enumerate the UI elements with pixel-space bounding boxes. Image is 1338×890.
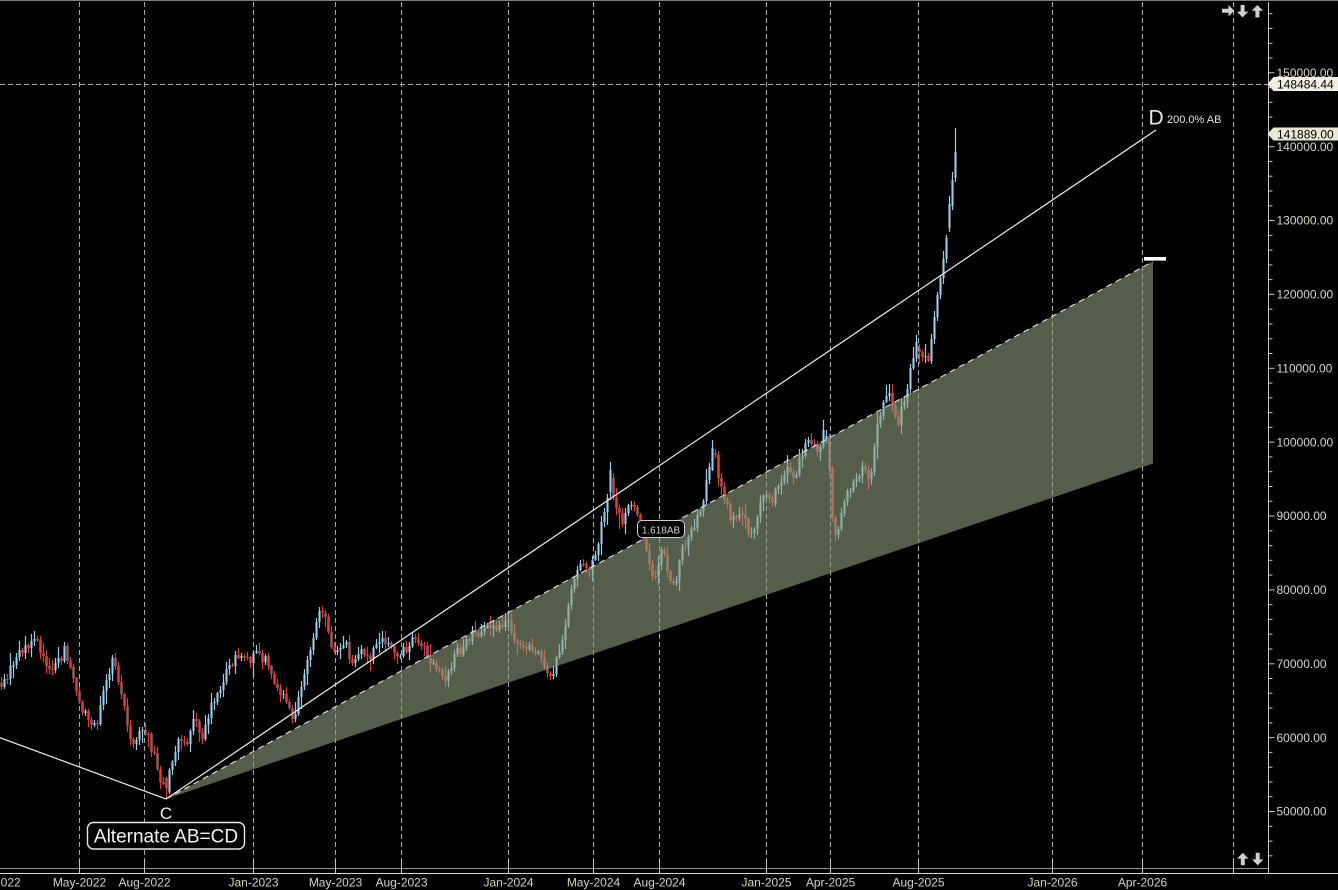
svg-text:148484.44: 148484.44 — [1277, 78, 1334, 92]
svg-text:90000.00: 90000.00 — [1277, 509, 1327, 523]
svg-text:Aug-2024: Aug-2024 — [633, 876, 685, 890]
svg-text:1.618AB: 1.618AB — [642, 525, 681, 536]
svg-text:D: D — [1149, 107, 1164, 130]
svg-text:Aug-2025: Aug-2025 — [892, 876, 944, 890]
svg-text:Jan-2023: Jan-2023 — [228, 876, 278, 890]
svg-text:141889.00: 141889.00 — [1277, 128, 1334, 142]
svg-text:110000.00: 110000.00 — [1277, 362, 1333, 376]
svg-text:80000.00: 80000.00 — [1277, 583, 1327, 597]
svg-text:May-2022: May-2022 — [53, 876, 107, 890]
svg-text:Jan-2025: Jan-2025 — [741, 876, 791, 890]
svg-text:Feb-2022: Feb-2022 — [0, 876, 21, 890]
svg-text:Apr-2026: Apr-2026 — [1118, 876, 1168, 890]
svg-text:60000.00: 60000.00 — [1277, 731, 1327, 745]
svg-text:Aug-2023: Aug-2023 — [375, 876, 427, 890]
svg-text:50000.00: 50000.00 — [1277, 805, 1327, 819]
svg-text:Apr-2025: Apr-2025 — [806, 876, 856, 890]
svg-text:May-2023: May-2023 — [309, 876, 363, 890]
svg-text:100000.00: 100000.00 — [1277, 435, 1334, 449]
svg-text:200.0% AB: 200.0% AB — [1167, 114, 1221, 126]
svg-text:Alternate AB=CD: Alternate AB=CD — [94, 826, 238, 847]
svg-text:Jan-2026: Jan-2026 — [1027, 876, 1077, 890]
svg-text:Jan-2024: Jan-2024 — [483, 876, 533, 890]
svg-text:70000.00: 70000.00 — [1277, 657, 1327, 671]
svg-text:120000.00: 120000.00 — [1277, 288, 1334, 302]
svg-text:150000.00: 150000.00 — [1277, 66, 1334, 80]
svg-text:Aug-2022: Aug-2022 — [118, 876, 170, 890]
svg-text:130000.00: 130000.00 — [1277, 214, 1334, 228]
svg-text:May-2024: May-2024 — [567, 876, 621, 890]
svg-text:140000.00: 140000.00 — [1277, 140, 1334, 154]
svg-text:C: C — [160, 804, 172, 823]
